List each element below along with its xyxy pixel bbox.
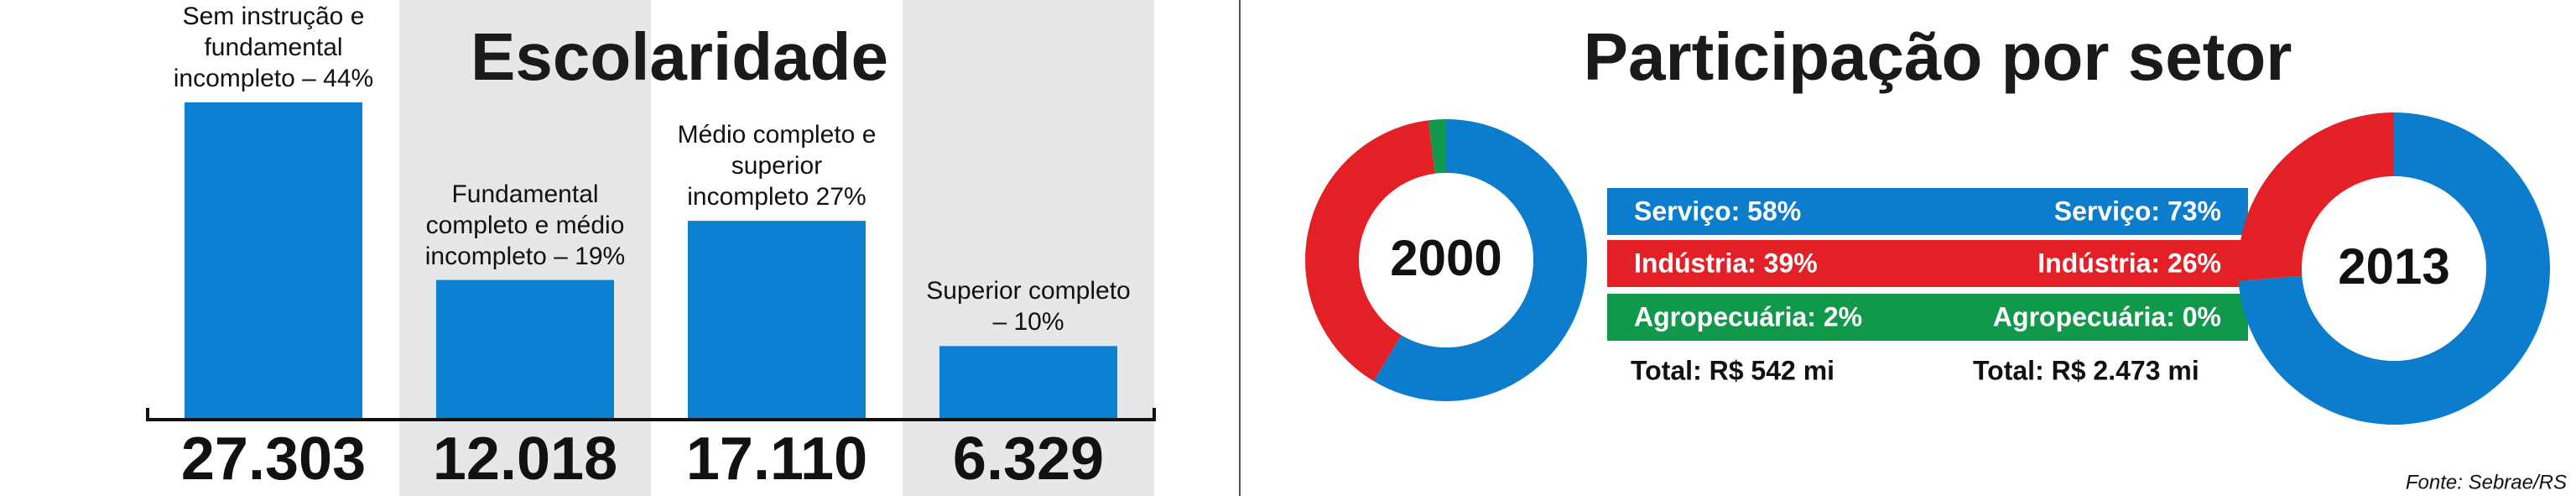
total-label: Total: R$ 542 mi [1631,355,1834,385]
value-label: 6.329 [953,426,1104,493]
legend-value: Serviço: 58% [1634,196,1801,226]
donut-segment [1373,119,1587,401]
bar [939,346,1117,420]
chart-title: Participação por setor [1584,19,2292,94]
source: Fonte: Sebrae/RS [2406,471,2567,493]
legend-band [1607,240,2248,287]
baseline [146,408,1156,421]
donut-hole [1359,173,1533,347]
value-label: 12.018 [433,426,617,493]
total-label: Total: R$ 2.473 mi [1973,355,2199,385]
legend-value: Serviço: 73% [2054,196,2221,226]
legend-value: Indústria: 26% [2037,248,2221,278]
donut-segment [2238,112,2550,425]
legend-band [1607,294,2248,341]
band-background [903,0,1154,496]
donut-segment [2238,112,2394,281]
donut-segment [1305,120,1435,382]
category-label: Superior completo – 10% [926,277,1131,337]
legend-value: Indústria: 39% [1634,248,1818,278]
category-label: Sem instrução e fundamental incompleto –… [173,3,374,92]
chart-title: Escolaridade [471,19,888,94]
value-label: 27.303 [181,426,366,493]
bar [688,221,866,420]
donut-segment [1428,119,1446,174]
donut-center-label: 2013 [2338,238,2449,295]
bar [185,102,362,420]
legend-band [1607,188,2248,235]
legend-value: Agropecuária: 0% [1993,301,2221,332]
donut-hole [2302,176,2486,361]
bar [436,279,614,420]
value-label: 17.110 [686,426,867,493]
donut-center-label: 2000 [1390,230,1501,286]
category-label: Fundamental completo e médio incompleto … [424,180,626,270]
legend-value: Agropecuária: 2% [1634,301,1862,332]
category-label: Médio completo e superior incompleto 27% [677,121,877,211]
